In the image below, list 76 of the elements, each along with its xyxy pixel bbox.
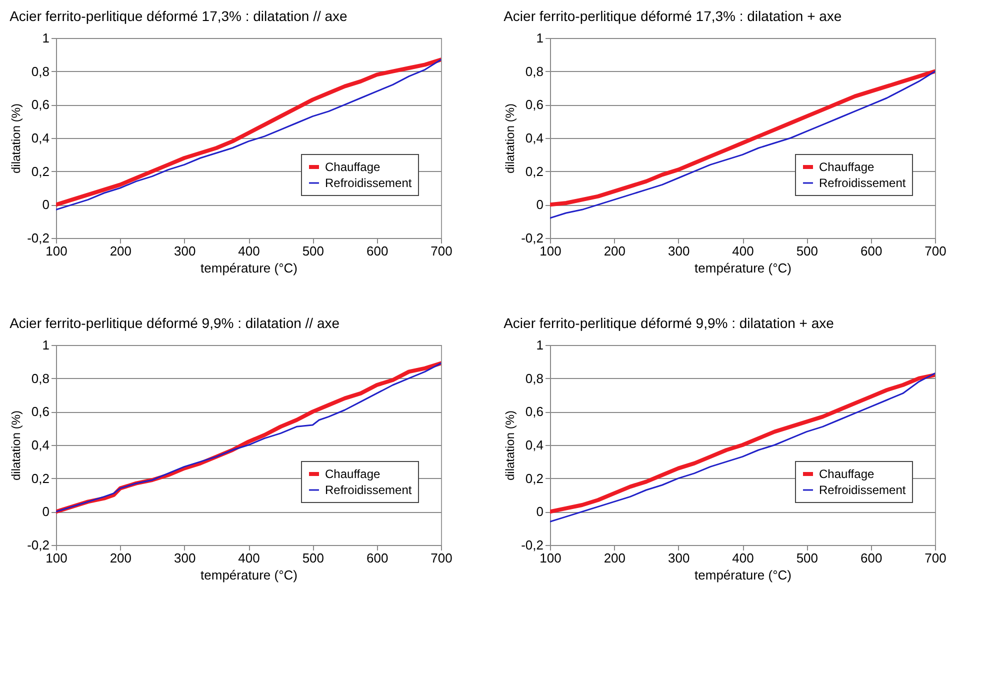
y-tick-label: 0,2 bbox=[31, 470, 50, 486]
x-tick-label: 600 bbox=[366, 244, 388, 258]
x-tick-label: 400 bbox=[238, 550, 260, 566]
x-tick-label: 500 bbox=[796, 550, 818, 566]
x-tick-label: 300 bbox=[174, 244, 196, 258]
x-axis-title: température (°C) bbox=[200, 568, 298, 582]
legend-label: Refroidissement bbox=[325, 176, 412, 190]
x-tick-label: 700 bbox=[924, 244, 946, 258]
y-tick-label: 0 bbox=[536, 197, 544, 212]
y-tick-label: 0,2 bbox=[525, 470, 544, 486]
x-tick-label: 400 bbox=[732, 550, 754, 566]
legend-label: Refroidissement bbox=[819, 176, 906, 190]
x-tick-label: 600 bbox=[860, 244, 882, 258]
legend-label: Refroidissement bbox=[819, 483, 906, 497]
x-axis-title: température (°C) bbox=[694, 260, 792, 276]
x-tick-label: 200 bbox=[110, 550, 132, 566]
x-tick-label: 600 bbox=[860, 550, 882, 566]
x-tick-label: 300 bbox=[668, 244, 690, 258]
legend-label: Chauffage bbox=[325, 467, 380, 481]
y-tick-label: 0,6 bbox=[31, 97, 50, 112]
x-axis-title: température (°C) bbox=[200, 260, 298, 276]
y-tick-label: 0,4 bbox=[31, 130, 50, 146]
x-tick-label: 500 bbox=[302, 550, 324, 566]
chart-title: Acier ferrito-perlitique déformé 17,3% : dilatation + axe bbox=[504, 8, 842, 24]
chart-title: Acier ferrito-perlitique déformé 17,3% : dilatation // axe bbox=[10, 8, 348, 24]
y-tick-label: 0 bbox=[42, 197, 50, 212]
x-tick-label: 200 bbox=[110, 244, 132, 258]
y-tick-label: 0,4 bbox=[31, 438, 50, 452]
y-tick-label: 1 bbox=[536, 338, 544, 352]
y-tick-label: 0 bbox=[42, 504, 50, 520]
x-tick-label: 700 bbox=[430, 550, 452, 566]
x-tick-label: 700 bbox=[924, 550, 946, 566]
legend-label: Chauffage bbox=[325, 160, 380, 174]
y-axis-title: dilatation (%) bbox=[503, 103, 518, 174]
y-tick-label: 0,2 bbox=[525, 164, 544, 179]
y-axis-title: dilatation (%) bbox=[9, 410, 24, 481]
y-tick-label: 0,8 bbox=[525, 64, 544, 79]
y-tick-label: -0,2 bbox=[521, 538, 544, 552]
y-tick-label: 0,6 bbox=[525, 404, 544, 420]
y-tick-label: 1 bbox=[42, 30, 50, 46]
x-tick-label: 400 bbox=[238, 244, 260, 258]
y-tick-label: -0,2 bbox=[27, 538, 50, 552]
x-tick-label: 100 bbox=[46, 550, 68, 566]
y-tick-label: 1 bbox=[536, 30, 544, 46]
y-tick-label: 0,6 bbox=[525, 97, 544, 112]
chart-title: Acier ferrito-perlitique déformé 9,9% : dilatation // axe bbox=[10, 315, 340, 331]
chart-title: Acier ferrito-perlitique déformé 9,9% : dilatation + axe bbox=[504, 315, 834, 331]
y-axis-title: dilatation (%) bbox=[9, 103, 24, 174]
y-axis-title: dilatation (%) bbox=[503, 410, 518, 481]
x-tick-label: 200 bbox=[604, 550, 626, 566]
y-tick-label: 0,4 bbox=[525, 438, 544, 452]
x-tick-label: 600 bbox=[366, 550, 388, 566]
x-tick-label: 100 bbox=[540, 244, 562, 258]
x-tick-label: 400 bbox=[732, 244, 754, 258]
y-tick-label: -0,2 bbox=[521, 230, 544, 246]
x-axis-title: température (°C) bbox=[694, 568, 792, 582]
y-tick-label: 0,8 bbox=[31, 64, 50, 79]
x-tick-label: 300 bbox=[668, 550, 690, 566]
y-tick-label: 0 bbox=[536, 504, 544, 520]
x-tick-label: 500 bbox=[796, 244, 818, 258]
legend-label: Refroidissement bbox=[325, 483, 412, 497]
x-tick-label: 500 bbox=[302, 244, 324, 258]
legend-label: Chauffage bbox=[819, 160, 874, 174]
y-tick-label: 0,8 bbox=[31, 370, 50, 386]
y-tick-label: 1 bbox=[42, 338, 50, 352]
x-tick-label: 100 bbox=[540, 550, 562, 566]
x-tick-label: 100 bbox=[46, 244, 68, 258]
y-tick-label: 0,6 bbox=[31, 404, 50, 420]
x-tick-label: 300 bbox=[174, 550, 196, 566]
x-tick-label: 200 bbox=[604, 244, 626, 258]
x-tick-label: 700 bbox=[430, 244, 452, 258]
y-tick-label: -0,2 bbox=[27, 230, 50, 246]
y-tick-label: 0,4 bbox=[525, 130, 544, 146]
y-tick-label: 0,8 bbox=[525, 370, 544, 386]
y-tick-label: 0,2 bbox=[31, 164, 50, 179]
legend-label: Chauffage bbox=[819, 467, 874, 481]
